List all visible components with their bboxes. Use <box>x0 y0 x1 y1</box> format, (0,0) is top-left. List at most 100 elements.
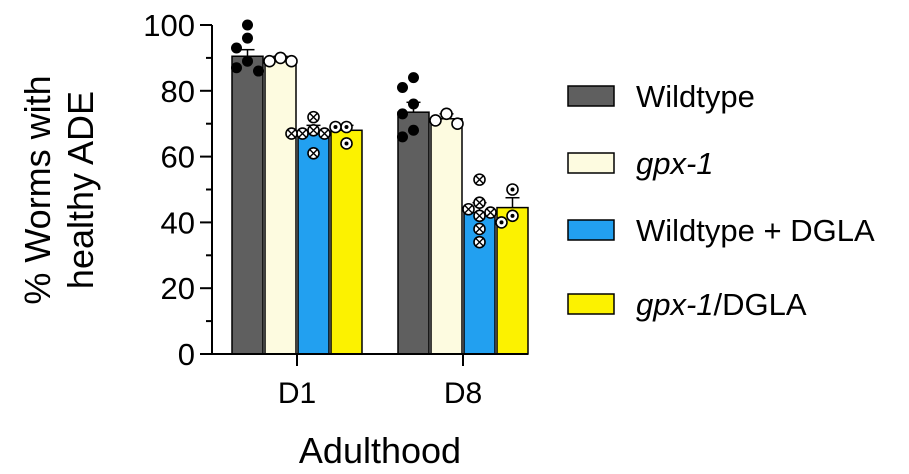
data-point <box>506 209 519 223</box>
point-marker <box>429 114 442 127</box>
point-cross <box>309 149 318 158</box>
legend: Wildtype gpx-1 Wildtype + DGLA gpx-1/DGLA <box>567 79 875 322</box>
data-point <box>408 72 419 84</box>
legend-label-part: /DGLA <box>714 287 807 322</box>
legend-label: Wildtype <box>636 79 755 114</box>
legend-swatch <box>567 293 615 315</box>
bar <box>231 55 264 355</box>
point-dot <box>510 213 515 218</box>
data-point <box>307 110 320 124</box>
bar <box>430 118 463 355</box>
point-marker <box>408 124 419 136</box>
point-marker <box>408 72 419 84</box>
y-tick-label: 80 <box>161 74 195 109</box>
point-cross <box>475 238 484 247</box>
point-marker <box>397 108 408 120</box>
point-marker <box>440 107 453 121</box>
bar <box>297 131 330 355</box>
point-marker <box>397 131 408 143</box>
point-marker <box>231 62 242 74</box>
legend-label-part: Wildtype + DGLA <box>636 213 875 248</box>
x-tick-label: D8 <box>444 377 482 410</box>
y-axis-title-line: healthy ADE <box>60 91 101 289</box>
data-point <box>408 98 419 110</box>
data-point <box>231 42 242 54</box>
data-point <box>440 107 453 121</box>
legend-item: Wildtype + DGLA <box>567 213 875 248</box>
point-cross <box>475 224 484 234</box>
data-point <box>329 120 342 134</box>
point-marker <box>242 32 253 44</box>
legend-label-part: gpx-1 <box>636 287 714 322</box>
data-point <box>242 55 253 67</box>
legend-swatch <box>567 85 615 107</box>
point-cross <box>475 198 484 207</box>
legend-swatch <box>567 152 615 174</box>
data-point <box>462 202 475 216</box>
legend-label: Wildtype + DGLA <box>636 213 875 248</box>
data-point <box>318 127 331 140</box>
y-tick-label: 100 <box>143 8 195 43</box>
data-point <box>397 131 408 143</box>
point-cross <box>464 205 473 214</box>
point-cross <box>309 113 318 122</box>
bar <box>496 206 529 355</box>
point-cross <box>475 175 484 184</box>
data-point <box>408 124 419 136</box>
data-point <box>506 183 519 196</box>
legend-label-part: Wildtype <box>636 79 755 114</box>
point-dot <box>333 124 338 129</box>
data-point <box>495 216 508 229</box>
data-point <box>263 54 276 68</box>
point-cross <box>486 208 495 217</box>
point-dot <box>344 124 349 129</box>
point-marker <box>242 19 253 31</box>
legend-item: gpx-1 <box>567 146 714 181</box>
point-marker <box>253 65 264 77</box>
data-point <box>242 19 253 31</box>
bar <box>264 58 297 355</box>
x-tick-label: D1 <box>278 377 316 410</box>
point-marker <box>285 54 298 68</box>
point-cross <box>287 129 296 138</box>
data-point <box>307 123 320 137</box>
point-marker <box>397 82 408 94</box>
data-point <box>429 114 442 127</box>
point-cross <box>475 211 484 220</box>
axes: 0 20 40 60 80 100 D1 D8 Adulthood % Worms withhea… <box>17 8 528 471</box>
point-marker <box>408 98 419 110</box>
data-point <box>285 127 298 140</box>
legend-label: gpx-1 <box>636 146 714 181</box>
data-point <box>340 120 353 134</box>
data-point <box>397 108 408 120</box>
data-point <box>231 62 242 74</box>
point-dot <box>344 141 349 146</box>
point-cross <box>309 126 318 135</box>
data-point <box>473 173 486 186</box>
data-point <box>484 206 497 219</box>
point-marker <box>451 117 464 130</box>
legend-item: Wildtype <box>567 79 755 114</box>
point-cross <box>320 129 329 138</box>
y-tick-label: 40 <box>161 205 195 240</box>
y-axis-title-line: % Worms with <box>17 75 58 304</box>
data-point <box>473 235 486 249</box>
bar <box>330 129 363 355</box>
point-marker <box>263 54 276 68</box>
x-axis-title: Adulthood <box>299 430 461 471</box>
legend-label-part: gpx-1 <box>636 146 714 181</box>
bar <box>397 111 430 355</box>
data-point <box>253 65 264 77</box>
data-point <box>451 117 464 130</box>
point-dot <box>499 220 504 225</box>
y-tick-label: 60 <box>161 140 195 175</box>
y-tick-label: 20 <box>161 271 195 306</box>
data-point <box>307 147 320 160</box>
legend-item: gpx-1/DGLA <box>567 287 807 322</box>
legend-swatch <box>567 219 615 241</box>
point-dot <box>510 187 515 192</box>
point-marker <box>231 42 242 54</box>
data-point <box>340 137 353 150</box>
data-point <box>473 196 486 209</box>
data-point <box>397 82 408 94</box>
